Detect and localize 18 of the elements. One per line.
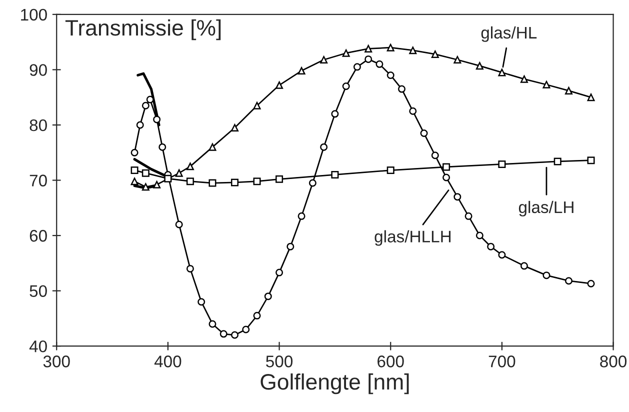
x-tick-label: 400 bbox=[154, 356, 182, 368]
annotation: glas/LH bbox=[518, 200, 574, 216]
x-tick-label: 500 bbox=[266, 356, 293, 368]
y-tick-label: 80 bbox=[30, 119, 47, 132]
y-tick-label: 40 bbox=[29, 340, 47, 352]
x-tick-label: 700 bbox=[488, 356, 516, 368]
chart-title: Transmissie [%] bbox=[65, 19, 221, 40]
x-tick-label: 300 bbox=[43, 356, 70, 368]
x-tick-label: 600 bbox=[378, 356, 404, 368]
y-tick-label: 90 bbox=[30, 64, 47, 76]
x-axis-title: Golflengte [nm] bbox=[260, 373, 409, 394]
x-tick-label: 800 bbox=[600, 356, 627, 368]
annotation: glas/HLLH bbox=[374, 230, 451, 246]
y-tick-label: 60 bbox=[30, 230, 47, 242]
y-tick-label: 50 bbox=[30, 285, 47, 298]
annotation: glas/HL bbox=[481, 26, 537, 42]
y-tick-label: 100 bbox=[21, 8, 47, 21]
y-tick-label: 70 bbox=[30, 174, 47, 186]
